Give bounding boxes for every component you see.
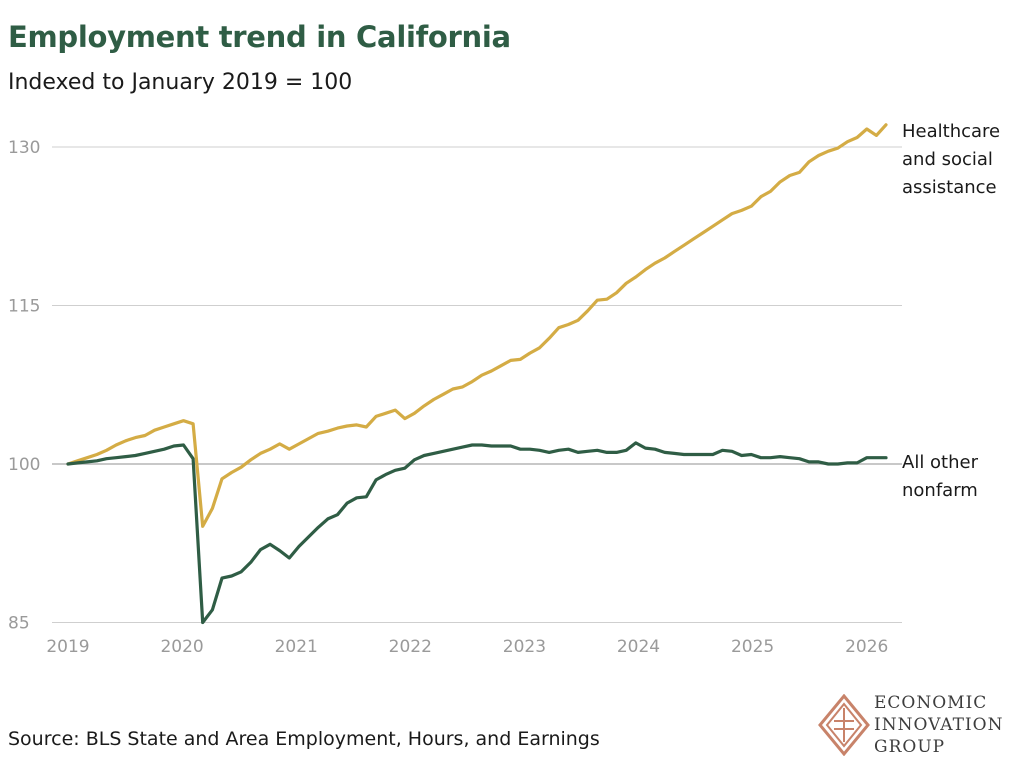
y-tick-label-85: 85: [8, 614, 30, 634]
series-label-0-line-1: and social: [902, 149, 993, 170]
series-label-0-line-2: assistance: [902, 177, 997, 198]
series-labels: Healthcare and social assistance All other n…: [902, 121, 1000, 501]
logo-line-group: GROUP: [874, 737, 946, 757]
x-axis-ticks: 2019 2020 2021 2022 2023 2024 2025 2026: [46, 637, 888, 657]
eig-diamond-logo-icon: [818, 694, 870, 756]
series-line-healthcare: [66, 123, 888, 528]
logo-line-economic: ECONOMIC: [874, 693, 988, 713]
series-line-all-other-nonfarm: [66, 441, 888, 625]
logo-line-innovation: INNOVATION: [874, 715, 1004, 735]
x-tick-label-2021: 2021: [275, 637, 318, 657]
series-label-1-line-1: nonfarm: [902, 480, 978, 501]
y-tick-label-100: 100: [8, 455, 40, 475]
eig-logo-text: ECONOMIC INNOVATION GROUP: [874, 692, 1003, 758]
x-tick-label-2026: 2026: [845, 637, 888, 657]
x-tick-label-2020: 2020: [160, 637, 203, 657]
series-lines: [66, 123, 888, 625]
x-tick-label-2019: 2019: [46, 637, 89, 657]
chart-title: Employment trend in California: [8, 20, 511, 54]
chart-subtitle: Indexed to January 2019 = 100: [8, 70, 353, 95]
y-tick-label-130: 130: [8, 138, 40, 158]
x-tick-label-2025: 2025: [731, 637, 774, 657]
x-tick-label-2024: 2024: [617, 637, 660, 657]
series-label-1-line-0: All other: [902, 452, 979, 473]
eig-logo: ECONOMIC INNOVATION GROUP: [818, 690, 1008, 760]
x-tick-label-2023: 2023: [503, 637, 546, 657]
x-tick-label-2022: 2022: [389, 637, 432, 657]
y-axis-ticks: 85 100 115 130: [8, 138, 40, 634]
y-tick-label-115: 115: [8, 297, 40, 317]
source-note: Source: BLS State and Area Employment, H…: [8, 728, 600, 750]
grid-lines: [52, 146, 902, 623]
series-label-0-line-0: Healthcare: [902, 121, 1000, 142]
